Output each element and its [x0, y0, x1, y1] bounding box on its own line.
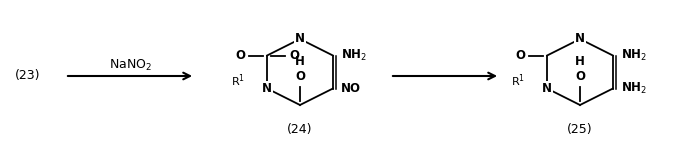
Text: N: N — [542, 82, 552, 95]
Text: NO: NO — [341, 82, 361, 95]
Text: O: O — [289, 49, 299, 62]
Text: NH$_2$: NH$_2$ — [621, 81, 647, 96]
Text: R$^1$: R$^1$ — [231, 72, 245, 89]
Text: NaNO$_2$: NaNO$_2$ — [109, 57, 152, 73]
Text: N: N — [295, 32, 305, 45]
Text: O: O — [515, 49, 525, 62]
Text: NH$_2$: NH$_2$ — [621, 48, 647, 63]
Text: N: N — [262, 82, 272, 95]
Text: (25): (25) — [567, 123, 593, 136]
Text: (23): (23) — [15, 69, 41, 82]
Text: O: O — [575, 70, 585, 83]
Text: NH$_2$: NH$_2$ — [341, 48, 367, 63]
Text: N: N — [575, 32, 585, 45]
Text: O: O — [235, 49, 245, 62]
Text: H: H — [295, 55, 305, 68]
Text: R$^1$: R$^1$ — [511, 72, 525, 89]
Text: H: H — [575, 55, 585, 68]
Text: O: O — [295, 70, 305, 83]
Text: (24): (24) — [287, 123, 313, 136]
